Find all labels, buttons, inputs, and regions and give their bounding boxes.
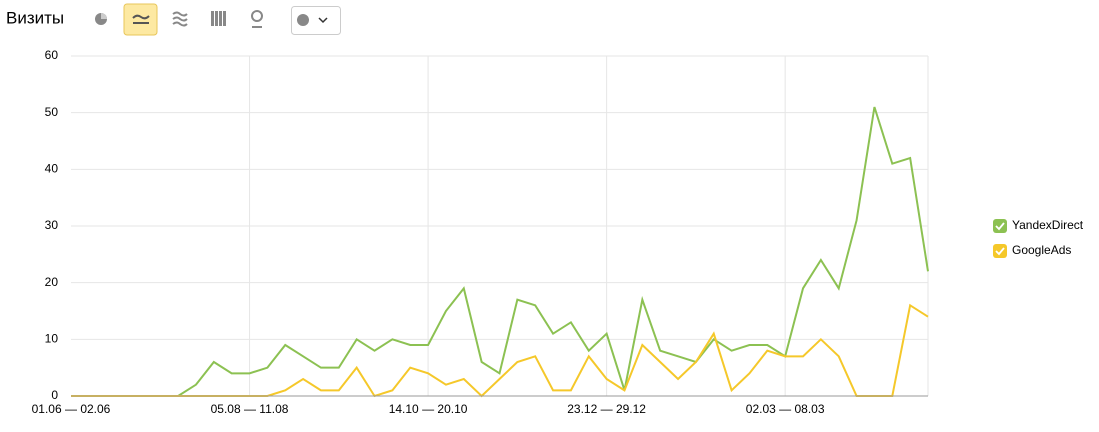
legend-check — [995, 247, 1005, 256]
pie-view-button[interactable] — [95, 13, 107, 25]
legend-label: GoogleAds — [1012, 243, 1071, 257]
y-tick-label: 0 — [51, 388, 58, 402]
x-tick-label: 01.06 — 02.06 — [32, 402, 111, 416]
series-line — [71, 106, 929, 397]
y-tick-label: 30 — [45, 218, 59, 232]
legend-item[interactable]: GoogleAds — [993, 243, 1071, 258]
line-view-button[interactable] — [123, 3, 158, 36]
y-tick-label: 20 — [45, 275, 59, 289]
legend-label: YandexDirect — [1012, 218, 1084, 232]
x-tick-label: 23.12 — 29.12 — [567, 402, 646, 416]
toolbar — [95, 3, 341, 36]
annotation-dropdown[interactable] — [291, 6, 341, 35]
y-tick-label: 10 — [45, 332, 59, 346]
x-tick-label: 05.08 — 11.08 — [211, 402, 289, 416]
y-tick-label: 50 — [45, 105, 59, 119]
series-line — [71, 303, 929, 398]
x-tick-label: 02.03 — 08.03 — [746, 402, 825, 416]
chart-title: Визиты — [6, 8, 64, 27]
legend-checkbox — [993, 219, 1007, 233]
legend-item[interactable]: YandexDirect — [993, 218, 1084, 233]
map-view-button[interactable] — [251, 10, 263, 28]
legend-checkbox — [993, 244, 1007, 258]
area-view-button[interactable] — [172, 11, 188, 27]
y-tick-label: 40 — [45, 162, 59, 176]
x-tick-label: 14.10 — 20.10 — [389, 402, 468, 416]
legend-check — [995, 222, 1005, 231]
bar-view-button[interactable] — [211, 11, 226, 26]
y-tick-label: 60 — [45, 48, 59, 62]
